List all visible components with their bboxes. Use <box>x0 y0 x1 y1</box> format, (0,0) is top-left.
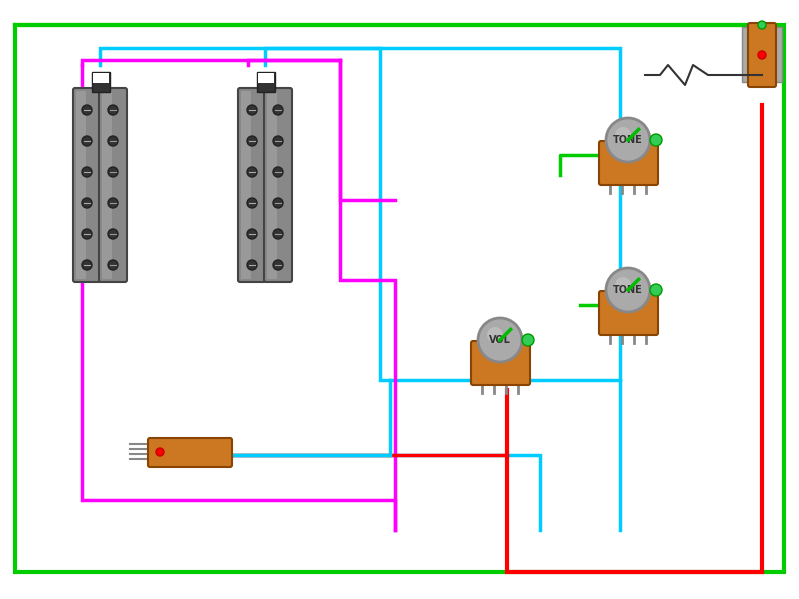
Circle shape <box>273 136 283 146</box>
FancyBboxPatch shape <box>599 291 658 335</box>
Circle shape <box>82 229 92 239</box>
Text: TONE: TONE <box>613 285 643 295</box>
Circle shape <box>108 229 118 239</box>
Bar <box>257 72 275 92</box>
Circle shape <box>247 105 257 115</box>
Circle shape <box>650 284 662 296</box>
FancyBboxPatch shape <box>599 141 658 185</box>
FancyBboxPatch shape <box>73 88 101 282</box>
FancyBboxPatch shape <box>241 91 251 279</box>
Text: VOL: VOL <box>489 335 511 345</box>
Circle shape <box>82 260 92 270</box>
Circle shape <box>758 51 766 59</box>
Circle shape <box>247 198 257 208</box>
Text: TONE: TONE <box>613 135 643 145</box>
Circle shape <box>487 327 503 343</box>
Circle shape <box>247 136 257 146</box>
Bar <box>93 73 109 83</box>
FancyBboxPatch shape <box>748 23 776 87</box>
Circle shape <box>108 105 118 115</box>
Circle shape <box>615 127 631 143</box>
FancyBboxPatch shape <box>102 91 112 279</box>
Bar <box>773 27 782 82</box>
Circle shape <box>82 198 92 208</box>
Circle shape <box>606 268 650 312</box>
Circle shape <box>273 229 283 239</box>
Circle shape <box>758 21 766 29</box>
Circle shape <box>82 167 92 177</box>
Circle shape <box>273 260 283 270</box>
Circle shape <box>522 334 534 346</box>
FancyBboxPatch shape <box>267 91 277 279</box>
Circle shape <box>247 260 257 270</box>
Circle shape <box>108 167 118 177</box>
Circle shape <box>82 105 92 115</box>
FancyBboxPatch shape <box>99 88 127 282</box>
Bar <box>742 27 751 82</box>
Circle shape <box>108 136 118 146</box>
Circle shape <box>615 277 631 293</box>
Circle shape <box>108 198 118 208</box>
Circle shape <box>273 198 283 208</box>
Bar <box>92 72 110 92</box>
Bar <box>258 73 274 83</box>
Circle shape <box>82 136 92 146</box>
Circle shape <box>650 134 662 146</box>
Circle shape <box>478 318 522 362</box>
FancyBboxPatch shape <box>76 91 86 279</box>
Circle shape <box>108 260 118 270</box>
Circle shape <box>247 167 257 177</box>
Circle shape <box>273 105 283 115</box>
Circle shape <box>156 448 164 456</box>
FancyBboxPatch shape <box>238 88 266 282</box>
Circle shape <box>606 118 650 162</box>
FancyBboxPatch shape <box>264 88 292 282</box>
FancyBboxPatch shape <box>148 438 232 467</box>
Circle shape <box>247 229 257 239</box>
Circle shape <box>273 167 283 177</box>
FancyBboxPatch shape <box>471 341 530 385</box>
